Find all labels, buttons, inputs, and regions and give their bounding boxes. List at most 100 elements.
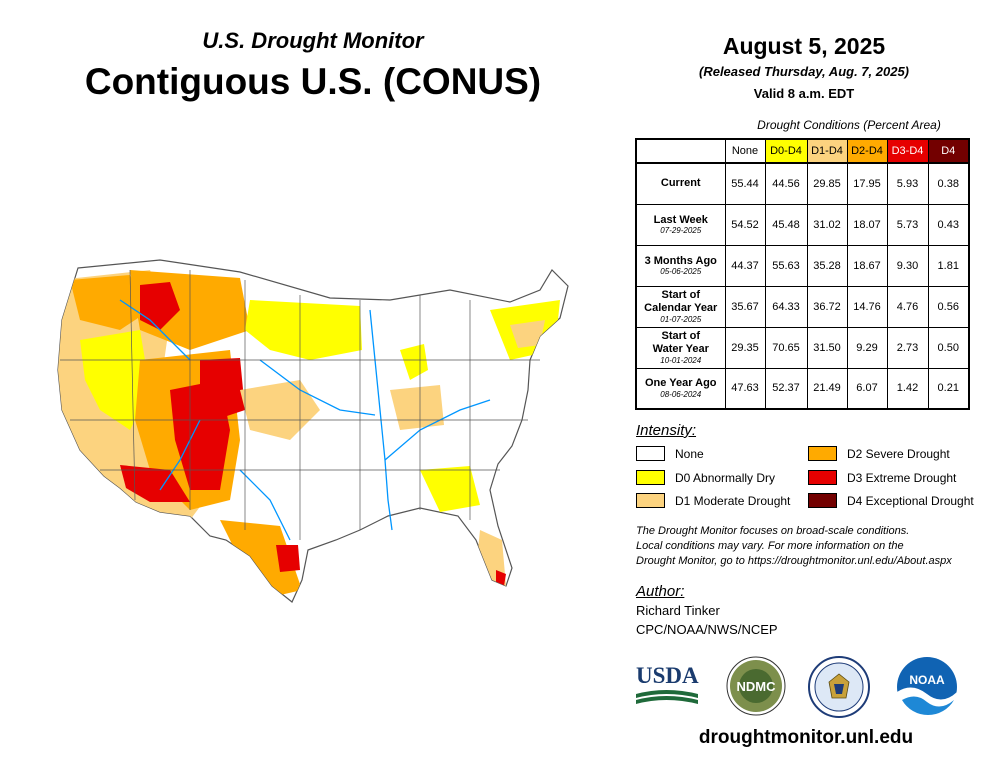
table-cell: 21.49 [806, 367, 848, 410]
table-caption: Drought Conditions (Percent Area) [757, 118, 941, 132]
column-header-none: None [724, 138, 766, 164]
legend-swatch [808, 446, 837, 461]
table-cell: 47.63 [724, 367, 766, 410]
table-cell: 29.85 [806, 162, 848, 205]
table-cell: 52.37 [764, 367, 808, 410]
row-label: Start of [661, 289, 701, 302]
legend-heading: Intensity: [636, 422, 697, 439]
table-cell: 5.93 [886, 162, 929, 205]
usda-logo-text: USDA [636, 663, 699, 688]
drought-area-northwest-d2 [70, 275, 150, 330]
drought-area-south-d0 [420, 466, 480, 512]
noaa-logo: NOAA [897, 657, 957, 718]
legend-item-none: None [636, 446, 704, 461]
author-heading: Author: [636, 583, 685, 600]
table-cell: 0.56 [927, 285, 970, 328]
table-cell: 1.81 [927, 244, 970, 287]
drought-area-wyoming-d3 [200, 358, 245, 420]
row-label-last-week: Last Week 07-29-2025 [635, 203, 726, 246]
legend-swatch [636, 446, 665, 461]
column-header-d2-d4: D2-D4 [846, 138, 888, 164]
table-row: Current 55.44 44.56 29.85 17.95 5.93 0.3… [635, 162, 970, 205]
legend-item-d2: D2 Severe Drought [808, 446, 950, 461]
table-cell: 31.02 [806, 203, 848, 246]
legend-label: D2 Severe Drought [847, 446, 950, 461]
table-cell: 55.63 [764, 244, 808, 287]
table-cell: 5.73 [886, 203, 929, 246]
table-cell: 0.38 [927, 162, 970, 205]
table-row: Last Week 07-29-2025 54.52 45.48 31.02 1… [635, 203, 970, 246]
legend-label: None [675, 446, 704, 461]
drought-conditions-table: None D0-D4 D1-D4 D2-D4 D3-D4 D4 Current … [635, 138, 970, 410]
table-cell: 0.43 [927, 203, 970, 246]
drought-area-ohio-d0 [390, 385, 444, 430]
table-row: Start of Calendar Year 01-07-2025 35.67 … [635, 285, 970, 328]
legend-swatch [808, 470, 837, 485]
table-cell: 31.50 [806, 326, 848, 369]
legend-swatch [808, 493, 837, 508]
row-label-one-year-ago: One Year Ago 08-06-2024 [635, 367, 726, 410]
table-row: One Year Ago 08-06-2024 47.63 52.37 21.4… [635, 367, 970, 410]
note-line: Local conditions may vary. For more info… [636, 540, 904, 552]
drought-area-montana-d3 [140, 282, 180, 330]
map-title: Contiguous U.S. (CONUS) [84, 61, 542, 102]
row-date: 10-01-2024 [660, 355, 702, 365]
column-header-d0-d4: D0-D4 [764, 138, 808, 164]
table-cell: 64.33 [764, 285, 808, 328]
table-cell: 45.48 [764, 203, 808, 246]
row-label-line2: Calendar Year [644, 301, 718, 314]
legend-label: D0 Abnormally Dry [675, 470, 776, 485]
table-cell: 0.21 [927, 367, 970, 410]
table-cell: 44.56 [764, 162, 808, 205]
legend-item-d0: D0 Abnormally Dry [636, 470, 775, 485]
table-cell: 4.76 [886, 285, 929, 328]
legend-swatch [636, 470, 665, 485]
table-row: 3 Months Ago 05-06-2025 44.37 55.63 35.2… [635, 244, 970, 287]
drought-area-northeast-d1 [510, 320, 545, 348]
drought-area-texas-d2 [220, 520, 302, 596]
legend-label: D3 Extreme Drought [847, 470, 957, 485]
row-date: 05-06-2025 [660, 267, 702, 277]
rivers [119, 299, 491, 541]
row-label-3-months-ago: 3 Months Ago 05-06-2025 [635, 244, 726, 287]
row-label: Start of [661, 330, 701, 343]
row-date: 07-29-2025 [660, 226, 702, 236]
drought-area-plains-d0 [245, 300, 362, 360]
legend-swatch [636, 493, 665, 508]
table-cell: 17.95 [846, 162, 888, 205]
table-cell: 35.67 [724, 285, 766, 328]
row-label: One Year Ago [644, 377, 717, 390]
disclaimer-note: The Drought Monitor focuses on broad-sca… [636, 524, 986, 569]
table-cell: 54.52 [724, 203, 766, 246]
table-cell: 18.67 [846, 244, 888, 287]
noaa-logo-text: NOAA [909, 673, 945, 687]
row-label: 3 Months Ago [644, 254, 717, 267]
column-header-d1-d4: D1-D4 [806, 138, 848, 164]
usda-swoosh-icon [636, 690, 698, 704]
table-cell: 70.65 [764, 326, 808, 369]
drought-area-michigan-d0 [400, 344, 428, 380]
legend-item-d4: D4 Exceptional Drought [808, 493, 974, 508]
table-cell: 35.28 [806, 244, 848, 287]
table-cell: 29.35 [724, 326, 766, 369]
table-cell: 14.76 [846, 285, 888, 328]
row-date: 01-07-2025 [660, 314, 702, 324]
row-label: Last Week [653, 213, 708, 226]
drought-area-arizona-d3 [120, 465, 190, 502]
table-cell: 2.73 [886, 326, 929, 369]
row-label-line2: Water Year [652, 342, 709, 355]
column-header-d4: D4 [927, 138, 970, 164]
column-header-d3-d4: D3-D4 [886, 138, 929, 164]
table-cell: 9.30 [886, 244, 929, 287]
table-cell: 18.07 [846, 203, 888, 246]
table-cell: 6.07 [846, 367, 888, 410]
ndmc-logo-text: NDMC [737, 679, 777, 694]
website-url[interactable]: droughtmonitor.unl.edu [698, 727, 914, 748]
row-date: 08-06-2024 [660, 389, 702, 399]
table-row: Start of Water Year 10-01-2024 29.35 70.… [635, 326, 970, 369]
usda-logo: USDA [636, 663, 699, 710]
doc-seal-logo [808, 656, 870, 718]
legend-item-d1: D1 Moderate Drought [636, 493, 790, 508]
drought-area-florida-d3 [496, 570, 506, 586]
row-label-calendar-year: Start of Calendar Year 01-07-2025 [635, 285, 726, 328]
